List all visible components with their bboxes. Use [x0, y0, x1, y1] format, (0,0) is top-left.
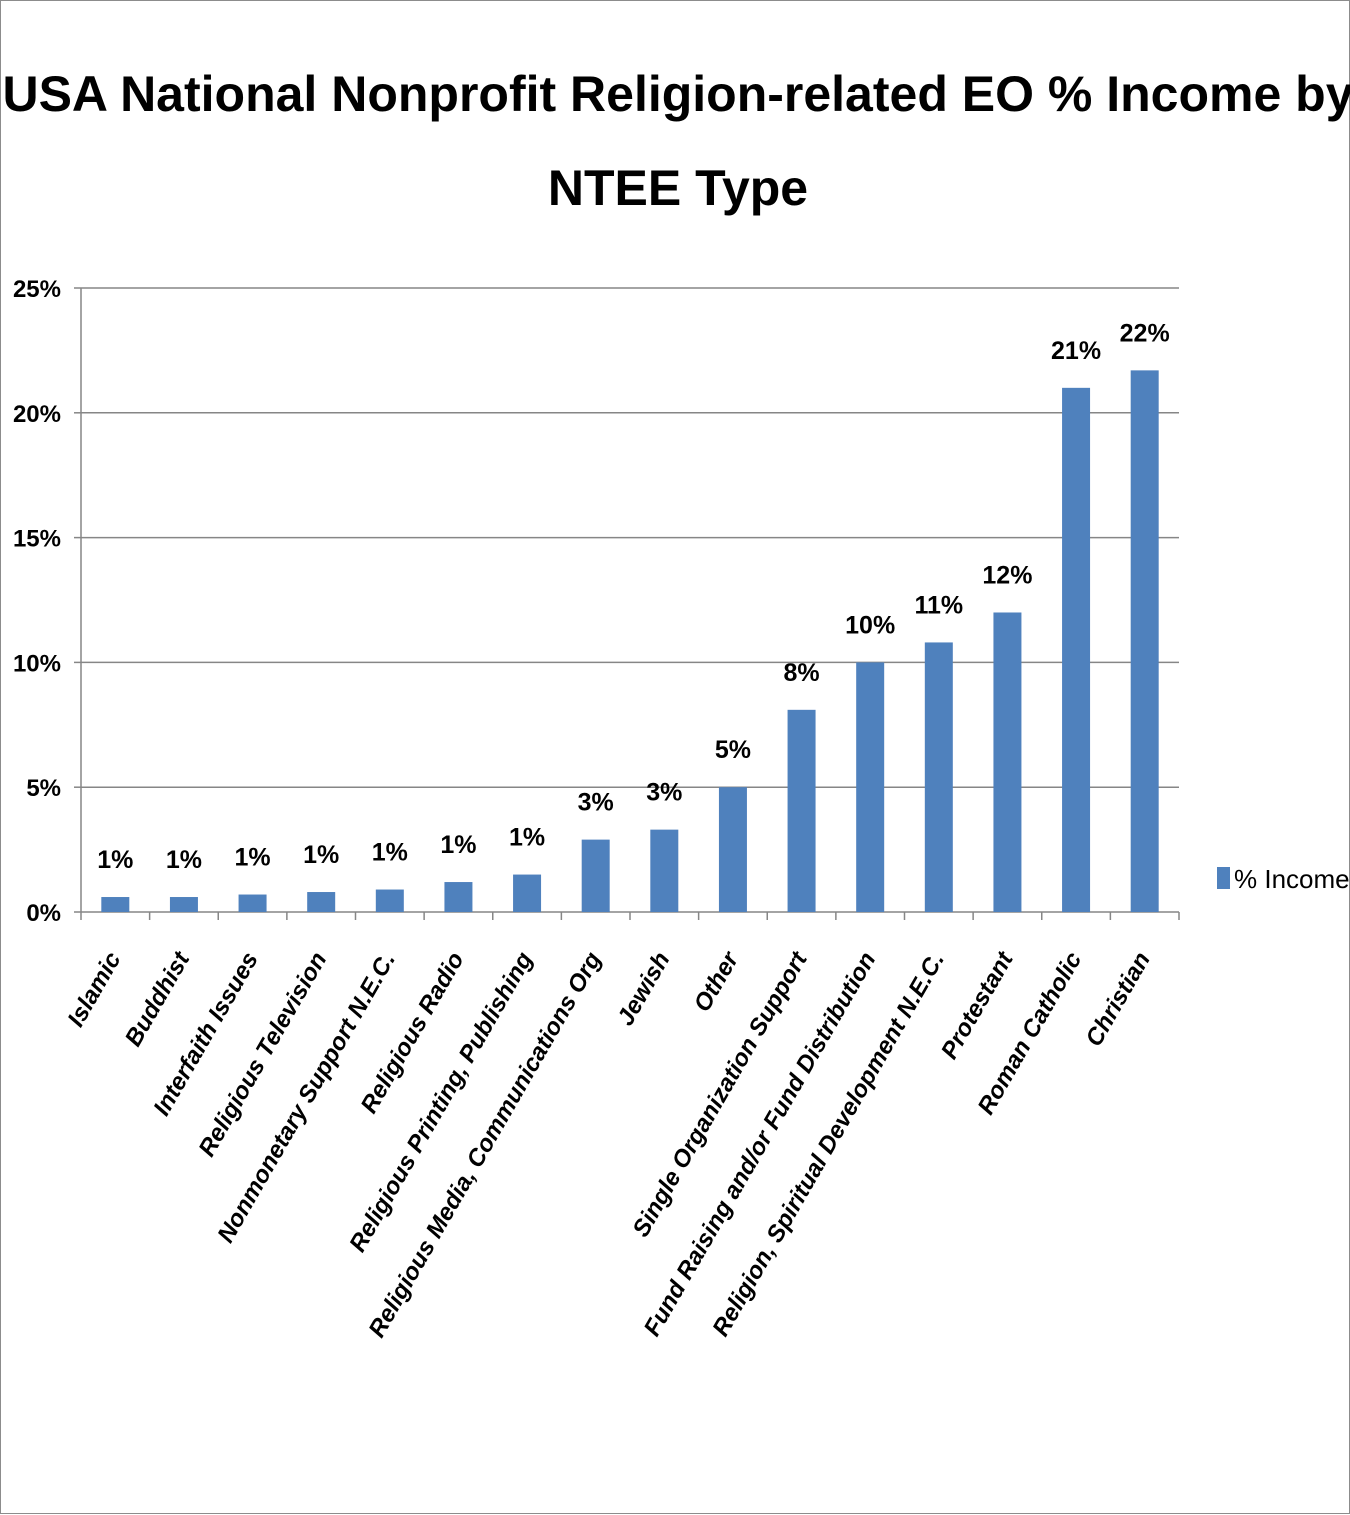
data-label: 5% [715, 736, 751, 764]
bar [581, 839, 610, 912]
bar [993, 612, 1022, 912]
bar [307, 892, 336, 912]
bar [787, 709, 816, 912]
data-label: 8% [783, 659, 819, 687]
data-label: 3% [646, 779, 682, 807]
data-label: 11% [914, 591, 963, 619]
data-label: 1% [372, 839, 408, 867]
legend-swatch-income [1217, 867, 1230, 889]
data-label: 3% [578, 789, 614, 817]
bar [650, 829, 679, 912]
y-axis-tick-labels: 0% 5% 10% 15% 20% 25% [13, 276, 61, 927]
category-label: Jewish [612, 948, 675, 1031]
bar [375, 889, 404, 912]
bars [101, 370, 1159, 913]
data-label: 1% [234, 844, 270, 872]
bar [238, 894, 267, 912]
bar [513, 874, 542, 912]
category-label: Religious Television [193, 948, 332, 1162]
y-tick-label: 0% [26, 900, 61, 927]
legend-label-income: % Income [1234, 864, 1350, 894]
data-label: 1% [166, 846, 202, 874]
category-label: Islamic [62, 948, 126, 1032]
y-tick-label: 20% [13, 401, 61, 428]
chart-title-line-2: NTEE Type [548, 160, 808, 216]
y-tick-label: 15% [13, 526, 61, 553]
data-label: 10% [845, 611, 895, 639]
chart-title: USA National Nonprofit Religion-related … [2, 66, 1350, 216]
data-label: 1% [303, 841, 339, 869]
bar [856, 662, 885, 912]
data-label: 12% [982, 561, 1032, 589]
y-tick-label: 5% [26, 775, 61, 802]
bar [1130, 370, 1159, 912]
bar [101, 897, 130, 912]
bar [718, 787, 747, 912]
data-label: 22% [1120, 319, 1170, 347]
data-label: 1% [97, 846, 133, 874]
category-label: Buddhist [120, 947, 196, 1051]
category-label: Christian [1080, 948, 1155, 1052]
y-tick-label: 25% [13, 276, 61, 303]
bar [169, 897, 198, 912]
data-label: 1% [440, 831, 476, 859]
y-tick-label: 10% [13, 650, 61, 677]
bar [1062, 387, 1091, 913]
data-label: 21% [1051, 337, 1101, 365]
chart-title-line-1: USA National Nonprofit Religion-related … [2, 66, 1350, 122]
legend: % Income [1217, 864, 1350, 894]
bar [924, 642, 953, 912]
category-label: Other [689, 946, 745, 1016]
data-labels: 1% 1% 1% 1% 1% 1% 1% 3% 3% 5% 8% 10% 11% 12% 21% 22% [97, 319, 1169, 874]
bar [444, 882, 473, 912]
data-label: 1% [509, 824, 545, 852]
